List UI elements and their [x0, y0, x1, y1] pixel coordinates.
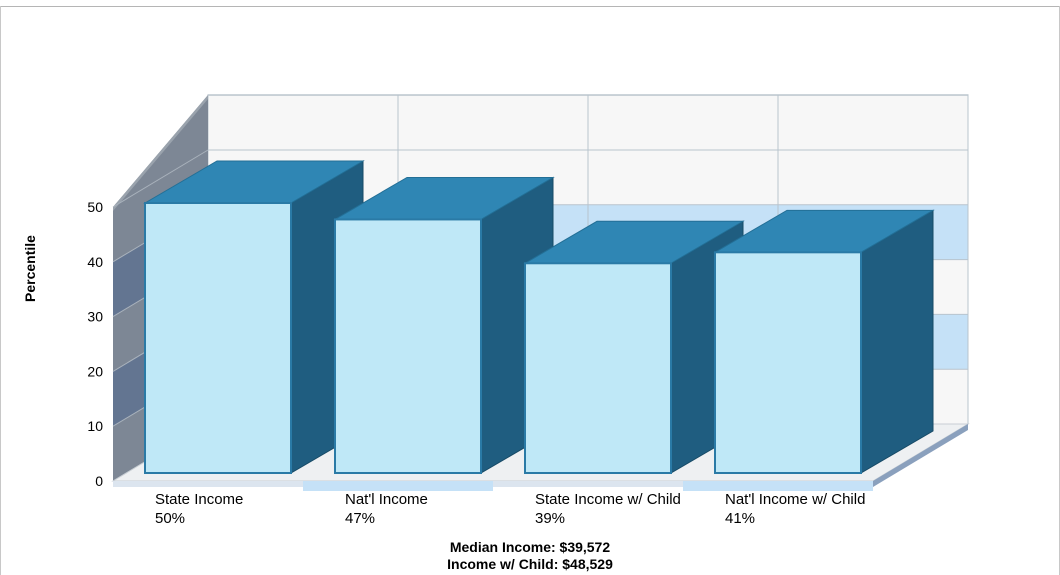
- left-wall-edge: [113, 95, 208, 211]
- x-tick-label: State Income: [155, 491, 243, 508]
- data-label: 41%: [725, 510, 755, 527]
- income-with-child-note: Income w/ Child: $48,529: [447, 556, 613, 572]
- bar: [524, 262, 672, 474]
- x-tick-label: Nat'l Income w/ Child: [725, 491, 865, 508]
- frame-border-top: [0, 6, 1060, 7]
- y-tick-label: 50: [87, 199, 103, 215]
- floor-label-band: [683, 481, 873, 491]
- bar: [714, 251, 862, 474]
- bar: [144, 202, 292, 474]
- x-tick-label: State Income w/ Child: [535, 491, 681, 508]
- bar-side: [860, 209, 934, 474]
- frame-border-left: [0, 6, 1, 575]
- data-label: 47%: [345, 510, 375, 527]
- y-tick-label: 10: [87, 418, 103, 434]
- floor-edge-side: [873, 424, 968, 487]
- y-tick-label: 20: [87, 363, 103, 379]
- y-tick-label: 40: [87, 254, 103, 270]
- y-axis-label: Percentile: [22, 235, 38, 302]
- x-tick-label: Nat'l Income: [345, 491, 428, 508]
- y-tick-label: 0: [95, 473, 103, 489]
- data-label: 39%: [535, 510, 565, 527]
- data-label: 50%: [155, 510, 185, 527]
- left-wall-grid: [112, 149, 209, 208]
- y-tick-label: 30: [87, 309, 103, 325]
- bar: [334, 218, 482, 474]
- floor-label-band: [303, 481, 493, 491]
- median-income-note: Median Income: $39,572: [449, 539, 611, 555]
